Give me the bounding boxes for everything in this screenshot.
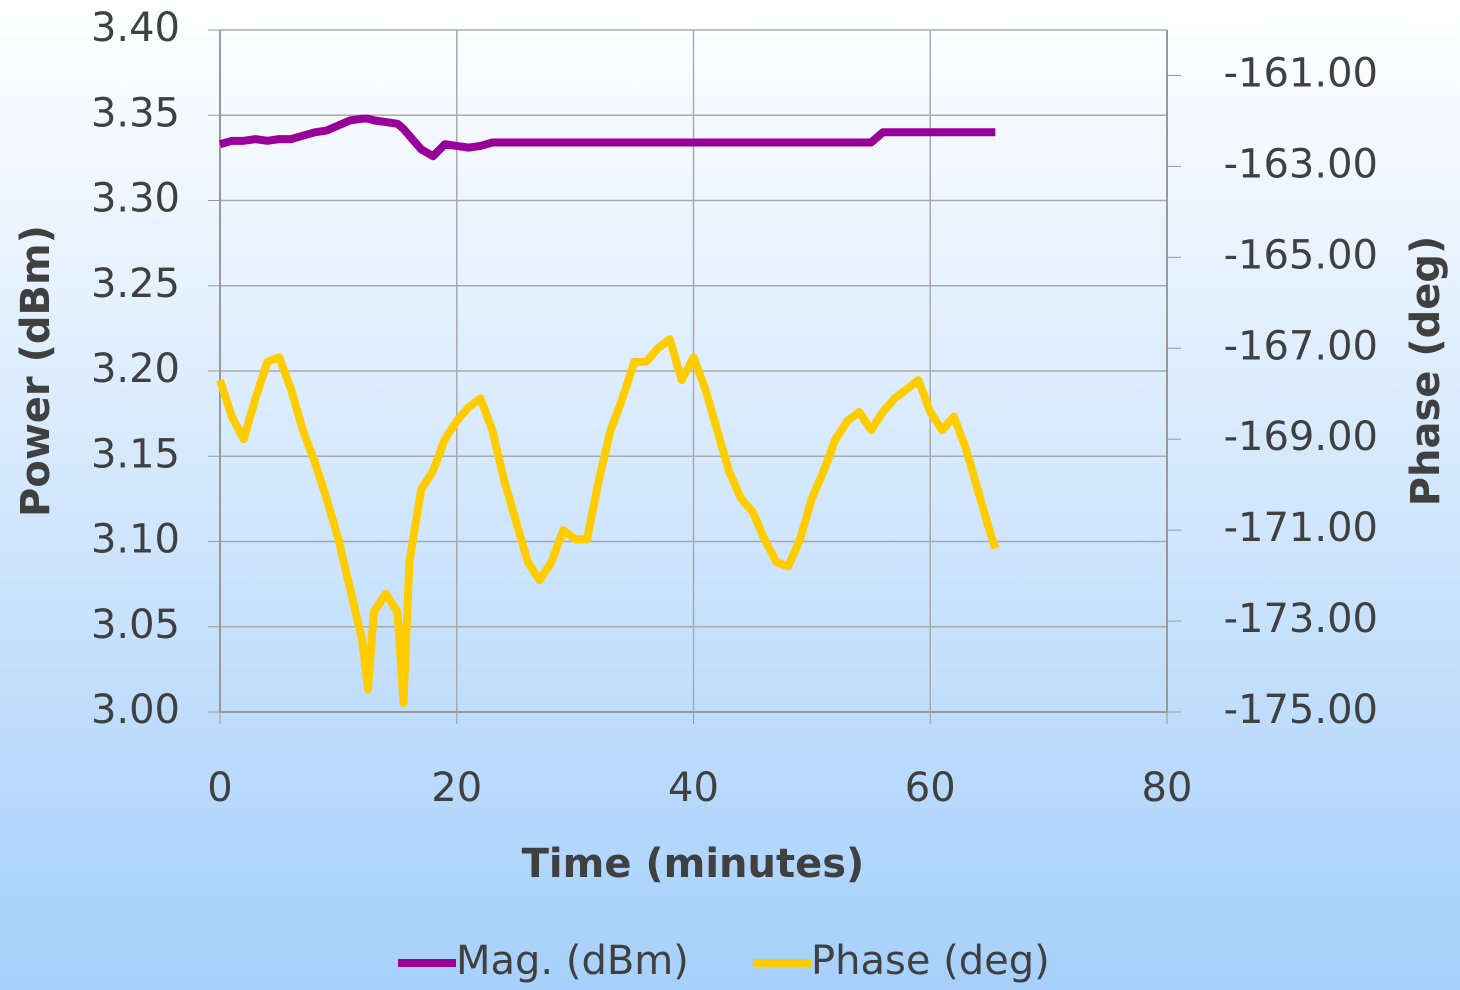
y-tick-label: 3.10 [91, 517, 180, 563]
x-tick-label: 80 [1142, 765, 1193, 811]
legend-label: Mag. (dBm) [456, 938, 689, 984]
y2-tick-label: -167.00 [1224, 323, 1378, 369]
y2-tick-label: -175.00 [1224, 687, 1378, 733]
series-line [216, 335, 1000, 707]
y2-tick-label: -165.00 [1224, 232, 1378, 278]
y-tick-label: 3.35 [91, 90, 180, 136]
y-tick-label: 3.15 [91, 431, 180, 477]
y2-tick-label: -171.00 [1224, 505, 1378, 551]
x-tick-label: 60 [905, 765, 956, 811]
y-tick-label: 3.40 [91, 5, 180, 51]
legend-label: Phase (deg) [811, 938, 1050, 984]
y-tick-label: 3.30 [91, 176, 180, 222]
x-tick-label: 0 [207, 765, 232, 811]
y2-tick-label: -173.00 [1224, 596, 1378, 642]
y2-tick-label: -163.00 [1224, 141, 1378, 187]
y-tick-label: 3.05 [91, 602, 180, 648]
y2-tick-label: -169.00 [1224, 414, 1378, 460]
x-tick-label: 40 [668, 765, 719, 811]
series-line [218, 114, 996, 161]
y-tick-label: 3.20 [91, 346, 180, 392]
y-tick-label: 3.25 [91, 261, 180, 307]
y2-tick-label: -161.00 [1224, 50, 1378, 96]
x-axis-title: Time (minutes) [522, 841, 865, 887]
y-tick-label: 3.00 [91, 687, 180, 733]
y-axis-title: Power (dBm) [13, 225, 59, 517]
x-tick-label: 20 [431, 765, 482, 811]
y2-axis-title: Phase (deg) [1403, 236, 1449, 507]
